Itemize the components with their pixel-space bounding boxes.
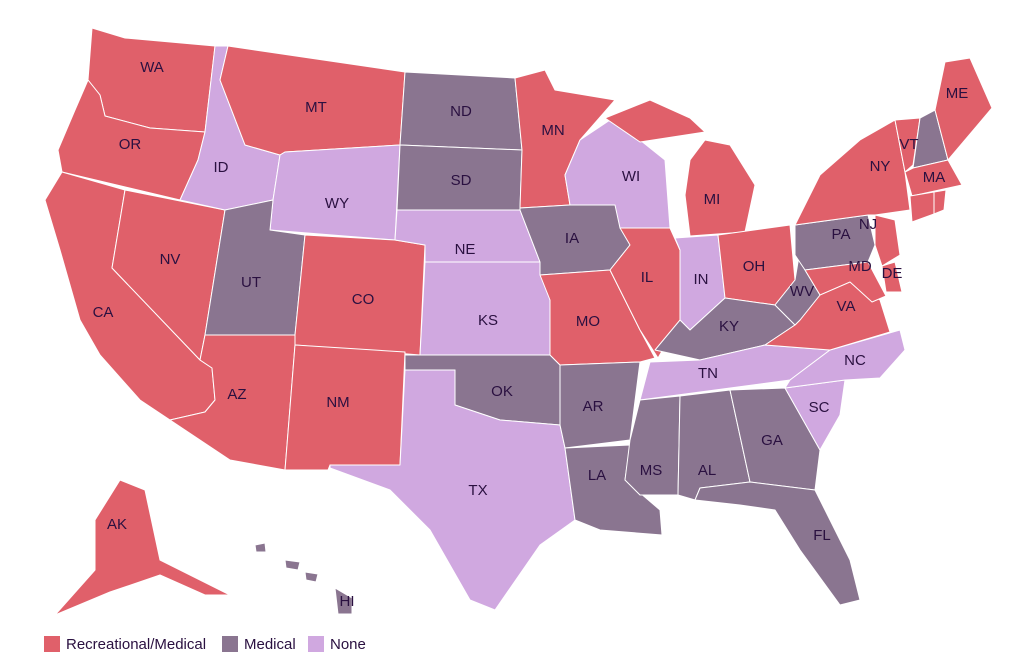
legend-label: Medical — [244, 636, 296, 653]
state-shape — [784, 329, 906, 389]
state-label: HI — [340, 593, 355, 610]
state-label: DE — [882, 265, 903, 282]
state-label: UT — [241, 274, 261, 291]
state-label: LA — [588, 467, 606, 484]
state-label: MO — [576, 313, 600, 330]
state-label: ID — [214, 159, 229, 176]
state-label: NY — [870, 158, 891, 175]
state-label: OH — [743, 258, 766, 275]
state-label: NE — [455, 241, 476, 258]
state-label: SC — [809, 399, 830, 416]
state-shape — [609, 227, 681, 359]
state-shape — [909, 191, 935, 223]
legend-label: Recreational/Medical — [66, 636, 206, 653]
state-shape — [694, 481, 861, 606]
state-label: TX — [468, 482, 487, 499]
state-label: FL — [813, 527, 831, 544]
state-label: NV — [160, 251, 181, 268]
state-shape — [254, 542, 353, 615]
state-labels: WA OR CA NV ID MT WY UT CO AZ NM ND SD N… — [93, 59, 969, 610]
state-shape — [54, 479, 231, 616]
state-shape — [934, 57, 993, 161]
state-label: WY — [325, 195, 349, 212]
state-label: AK — [107, 516, 127, 533]
state-label: TN — [698, 365, 718, 382]
state-label: CO — [352, 291, 375, 308]
state-shape — [329, 369, 576, 611]
state-label: MI — [704, 191, 721, 208]
state-shape — [604, 99, 756, 237]
state-label: GA — [761, 432, 783, 449]
state-shape — [559, 361, 641, 449]
state-shape — [881, 261, 903, 293]
state-shape — [419, 261, 551, 356]
state-label: CA — [93, 304, 114, 321]
state-label: AL — [698, 462, 716, 479]
state-label: MT — [305, 99, 327, 116]
legend-swatch — [222, 636, 238, 652]
state-label: KS — [478, 312, 498, 329]
state-shape — [874, 214, 901, 267]
state-shape — [729, 387, 821, 491]
state-label: IN — [694, 271, 709, 288]
state-label: KY — [719, 318, 739, 335]
state-label: NC — [844, 352, 866, 369]
state-shape — [933, 189, 947, 215]
state-label: MS — [640, 462, 663, 479]
state-label: WA — [140, 59, 164, 76]
legend-swatch — [44, 636, 60, 652]
state-label: OK — [491, 383, 513, 400]
state-shape — [269, 144, 401, 241]
state-label: MA — [923, 169, 946, 186]
state-label: OR — [119, 136, 142, 153]
state-label: VT — [899, 136, 918, 153]
state-label: WI — [622, 168, 640, 185]
state-label: WV — [790, 283, 814, 300]
state-shape — [804, 261, 887, 303]
legend-label: None — [330, 636, 366, 653]
state-label: MD — [848, 258, 871, 275]
state-shape — [169, 334, 296, 471]
state-shape — [904, 159, 963, 197]
state-label: MN — [541, 122, 564, 139]
state-label: PA — [832, 226, 851, 243]
state-label: NM — [326, 394, 349, 411]
state-label: IL — [641, 269, 654, 286]
state-label: IA — [565, 230, 579, 247]
state-label: VA — [837, 298, 856, 315]
state-label: NJ — [859, 216, 877, 233]
states — [44, 27, 993, 616]
state-label: AR — [583, 398, 604, 415]
state-label: ND — [450, 103, 472, 120]
legend-swatch — [308, 636, 324, 652]
state-label: AZ — [227, 386, 246, 403]
state-label: SD — [451, 172, 472, 189]
state-shape — [794, 119, 911, 226]
legend: Recreational/Medical Medical None — [44, 636, 366, 653]
state-label: ME — [946, 85, 969, 102]
